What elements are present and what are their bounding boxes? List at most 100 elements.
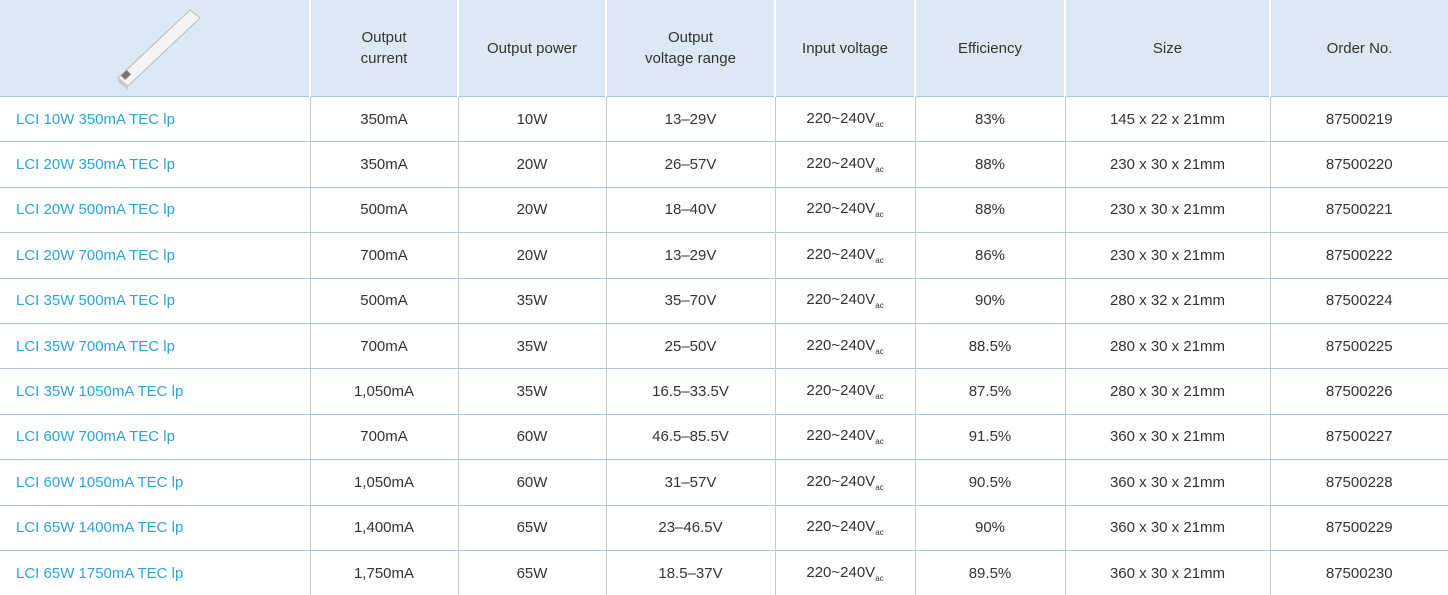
cell: 360 x 30 x 21mm [1065, 550, 1270, 595]
cell: LCI 65W 1750mA TEC lp [0, 550, 310, 595]
power: 20W [517, 247, 548, 264]
product: LCI 60W 1050mA TEC lp [16, 474, 183, 491]
cell: 35W [458, 278, 606, 323]
column-header: Order No. [1270, 0, 1448, 97]
voltage-range: 13–29V [665, 247, 717, 264]
subscript: ac [875, 528, 883, 537]
cell: 700mA [310, 323, 458, 368]
cell: 26–57V [606, 142, 775, 187]
cell: 87500230 [1270, 550, 1448, 595]
cell: 1,750mA [310, 550, 458, 595]
cell: LCI 60W 1050mA TEC lp [0, 460, 310, 505]
order: 87500222 [1326, 247, 1393, 264]
cell: 35W [458, 369, 606, 414]
current: 1,400mA [354, 519, 414, 536]
size: 360 x 30 x 21mm [1110, 474, 1225, 491]
order: 87500224 [1326, 292, 1393, 309]
cell: 360 x 30 x 21mm [1065, 505, 1270, 550]
product-table: OutputcurrentOutput powerOutputvoltage r… [0, 0, 1448, 595]
cell: 220~240Vac [775, 142, 915, 187]
voltage-range: 35–70V [665, 292, 717, 309]
cell: 65W [458, 550, 606, 595]
efficiency: 88% [975, 201, 1005, 218]
cell: 46.5–85.5V [606, 414, 775, 459]
header-text: Order No. [1327, 40, 1393, 57]
order: 87500220 [1326, 156, 1393, 173]
subscript: ac [875, 256, 883, 265]
cell: 220~240Vac [775, 460, 915, 505]
subscript: ac [875, 210, 883, 219]
cell: 220~240Vac [775, 278, 915, 323]
cell: LCI 10W 350mA TEC lp [0, 97, 310, 142]
cell: 25–50V [606, 323, 775, 368]
cell: 350mA [310, 142, 458, 187]
size: 360 x 30 x 21mm [1110, 428, 1225, 445]
product: LCI 35W 500mA TEC lp [16, 292, 175, 309]
input-voltage: 220~240V [806, 427, 875, 444]
efficiency: 89.5% [969, 565, 1012, 582]
order: 87500225 [1326, 338, 1393, 355]
size: 280 x 32 x 21mm [1110, 292, 1225, 309]
header-text: Input voltage [802, 40, 888, 57]
voltage-range: 16.5–33.5V [652, 383, 729, 400]
cell: 13–29V [606, 233, 775, 278]
cell: 280 x 30 x 21mm [1065, 369, 1270, 414]
order: 87500230 [1326, 565, 1393, 582]
page: OutputcurrentOutput powerOutputvoltage r… [0, 0, 1448, 593]
product: LCI 20W 350mA TEC lp [16, 156, 175, 173]
cell: 60W [458, 460, 606, 505]
cell: 20W [458, 142, 606, 187]
cell: LCI 20W 700mA TEC lp [0, 233, 310, 278]
cell: 220~240Vac [775, 414, 915, 459]
power: 65W [517, 519, 548, 536]
product-image [100, 0, 210, 90]
product: LCI 65W 1750mA TEC lp [16, 565, 183, 582]
cell: 220~240Vac [775, 187, 915, 232]
size: 280 x 30 x 21mm [1110, 338, 1225, 355]
header-text: Output [668, 29, 713, 46]
cell: 87500222 [1270, 233, 1448, 278]
order: 87500221 [1326, 201, 1393, 218]
column-header: Size [1065, 0, 1270, 97]
size: 230 x 30 x 21mm [1110, 201, 1225, 218]
cell: 220~240Vac [775, 97, 915, 142]
subscript: ac [875, 574, 883, 583]
cell: 18.5–37V [606, 550, 775, 595]
product: LCI 10W 350mA TEC lp [16, 111, 175, 128]
header-text: Output power [487, 40, 577, 57]
cell: LCI 20W 500mA TEC lp [0, 187, 310, 232]
cell: 31–57V [606, 460, 775, 505]
input-voltage: 220~240V [806, 337, 875, 354]
cell: 280 x 30 x 21mm [1065, 323, 1270, 368]
current: 500mA [360, 201, 408, 218]
size: 145 x 22 x 21mm [1110, 111, 1225, 128]
cell: 220~240Vac [775, 550, 915, 595]
cell: LCI 35W 1050mA TEC lp [0, 369, 310, 414]
efficiency: 90% [975, 519, 1005, 536]
current: 1,050mA [354, 383, 414, 400]
cell: 1,050mA [310, 369, 458, 414]
input-voltage: 220~240V [806, 200, 875, 217]
cell: 90.5% [915, 460, 1065, 505]
input-voltage: 220~240V [806, 564, 875, 581]
cell: 145 x 22 x 21mm [1065, 97, 1270, 142]
efficiency: 86% [975, 247, 1005, 264]
cell: 500mA [310, 278, 458, 323]
input-voltage: 220~240V [806, 291, 875, 308]
cell: LCI 35W 700mA TEC lp [0, 323, 310, 368]
input-voltage: 220~240V [806, 473, 875, 490]
size: 360 x 30 x 21mm [1110, 519, 1225, 536]
cell: LCI 35W 500mA TEC lp [0, 278, 310, 323]
voltage-range: 18.5–37V [658, 565, 722, 582]
order: 87500227 [1326, 428, 1393, 445]
cell: 88.5% [915, 323, 1065, 368]
current: 350mA [360, 111, 408, 128]
cell: 23–46.5V [606, 505, 775, 550]
